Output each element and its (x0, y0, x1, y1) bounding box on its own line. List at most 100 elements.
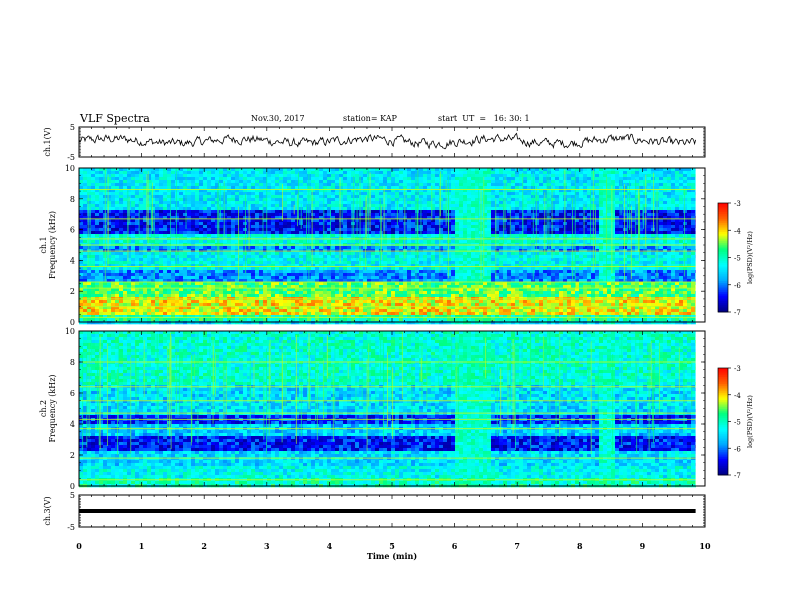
ch1-spectrogram-cell (391, 231, 395, 234)
ch1-spectrogram-cell (111, 231, 115, 234)
ch1-spectrogram-cell (179, 222, 183, 225)
ch1-spectrogram-cell (255, 171, 259, 174)
ch1-spectrogram-cell (271, 228, 275, 231)
ch1-spectrogram-cell (571, 258, 575, 261)
ch1-spectrogram-cell (559, 207, 563, 210)
ch1-spectrogram-cell (511, 174, 515, 177)
ch1-spectrogram-cell (547, 252, 551, 255)
ch1-spectrogram-cell (267, 228, 271, 231)
ch1-spectrogram-cell (643, 258, 647, 261)
ch1-spectrogram-cell (419, 177, 423, 180)
ch1-spectrogram-cell (535, 219, 539, 222)
ch1-spectrogram-cell (91, 186, 95, 189)
ch1-spectrogram-cell (623, 195, 627, 198)
ch1-spectrogram-cell (683, 198, 687, 201)
ch1-spectrogram-cell (639, 180, 643, 183)
ch1-spectrogram-cell (515, 204, 519, 207)
ch1-spectrogram-cell (131, 180, 135, 183)
ch1-spectrogram-cell (139, 201, 143, 204)
ch1-spectrogram-cell (407, 180, 411, 183)
ch1-spectrogram-cell (179, 198, 183, 201)
ch1-spectrogram-cell (647, 195, 651, 198)
ch1-spectrogram-cell (431, 177, 435, 180)
ch1-spectrogram-cell (251, 210, 255, 213)
ch1-spectrogram-cell (135, 213, 139, 216)
ch1-spectrogram-cell (583, 225, 587, 228)
ch1-spectrogram-cell (543, 177, 547, 180)
ch1-spectrogram-cell (367, 258, 371, 261)
ch1-spectrogram-cell (515, 207, 519, 210)
ch1-spectrogram-cell (671, 228, 675, 231)
ch1-spectrogram-cell (279, 171, 283, 174)
ch1-spectrogram-cell (347, 171, 351, 174)
ch1-spectrogram-cell (359, 180, 363, 183)
ch1-spectrogram-cell (251, 204, 255, 207)
ch1-spectrogram-cell (311, 210, 315, 213)
ch1-spectrogram-cell (83, 231, 87, 234)
ch1-spectrogram-cell (243, 183, 247, 186)
ch1-spectrogram-cell (159, 225, 163, 228)
ch1-spectrogram-cell (687, 213, 691, 216)
ch1-spectrogram-cell (363, 246, 367, 249)
ch1-spectrogram-cell (239, 192, 243, 195)
ch1-spectrogram-cell (599, 258, 603, 261)
ch1-spectrogram-cell (183, 198, 187, 201)
ch1-spectrogram-cell (175, 210, 179, 213)
ch1-spectrogram-cell (151, 246, 155, 249)
ch1-spectrogram-cell (367, 240, 371, 243)
ch1-spectrogram-cell (527, 207, 531, 210)
ch1-spectrogram-cell (123, 171, 127, 174)
ch1-spectrogram-cell (311, 249, 315, 252)
ch1-spectrogram-cell (139, 231, 143, 234)
ch1-spectrogram-cell (303, 192, 307, 195)
ch1-spectrogram-cell (175, 186, 179, 189)
ch1-spectrogram-cell (679, 201, 683, 204)
ch1-spectrogram-cell (659, 219, 663, 222)
ch1-spectrogram-cell (399, 252, 403, 255)
ch1-spectrogram-cell (299, 171, 303, 174)
ch1-spectrogram-cell (359, 240, 363, 243)
ch1-spectrogram-cell (91, 201, 95, 204)
ch1-spectrogram-cell (455, 177, 459, 180)
ch1-spectrogram-cell (643, 252, 647, 255)
ch1-spectrogram-cell (319, 234, 323, 237)
ch1-spectrogram-cell (583, 219, 587, 222)
ch1-spectrogram-cell (155, 246, 159, 249)
ch1-spectrogram-cell (391, 240, 395, 243)
ch1-spectrogram-cell (551, 246, 555, 249)
ch1-spectrogram-cell (191, 225, 195, 228)
ch1-spectrogram-cell (271, 246, 275, 249)
ch1-spectrogram-cell (367, 228, 371, 231)
ch1-spectrogram-cell (683, 180, 687, 183)
ch1-spectrogram-cell (407, 192, 411, 195)
ch1-spectrogram-cell (451, 204, 455, 207)
ch1-spectrogram-cell (139, 240, 143, 243)
ch1-spectrogram-cell (247, 249, 251, 252)
ch1-spectrogram-cell (195, 225, 199, 228)
ch1-spectrogram-cell (315, 201, 319, 204)
ch1-spectrogram-cell (451, 258, 455, 261)
ch1-spectrogram-cell (683, 252, 687, 255)
ch1-spectrogram-cell (539, 225, 543, 228)
ch1-spectrogram-cell (683, 228, 687, 231)
ch1-spectrogram-cell (455, 252, 459, 255)
ch1-spectrogram-cell (187, 240, 191, 243)
ch1-spectrogram-cell (619, 228, 623, 231)
ch1-spectrogram-cell (383, 258, 387, 261)
ch1-spectrogram-cell (359, 195, 363, 198)
ch1-spectrogram-cell (535, 204, 539, 207)
ch1-spectrogram-cell (291, 171, 295, 174)
ch1-spectrogram-cell (151, 258, 155, 261)
ch1-spectrogram-cell (511, 219, 515, 222)
ch1-spectrogram-cell (427, 177, 431, 180)
ch1-spectrogram-cell (87, 246, 91, 249)
ch1-spectrogram-cell (451, 252, 455, 255)
ch1-spectrogram-cell (363, 249, 367, 252)
ch1-spectrogram-cell (487, 225, 491, 228)
ch1-spectrogram-cell (199, 186, 203, 189)
ch1-spectrogram-cell (447, 252, 451, 255)
ch1-spectrogram-cell (203, 171, 207, 174)
ch1-spectrogram-cell (211, 240, 215, 243)
ch1-spectrogram-cell (215, 171, 219, 174)
ch1-spectrogram-cell (667, 186, 671, 189)
